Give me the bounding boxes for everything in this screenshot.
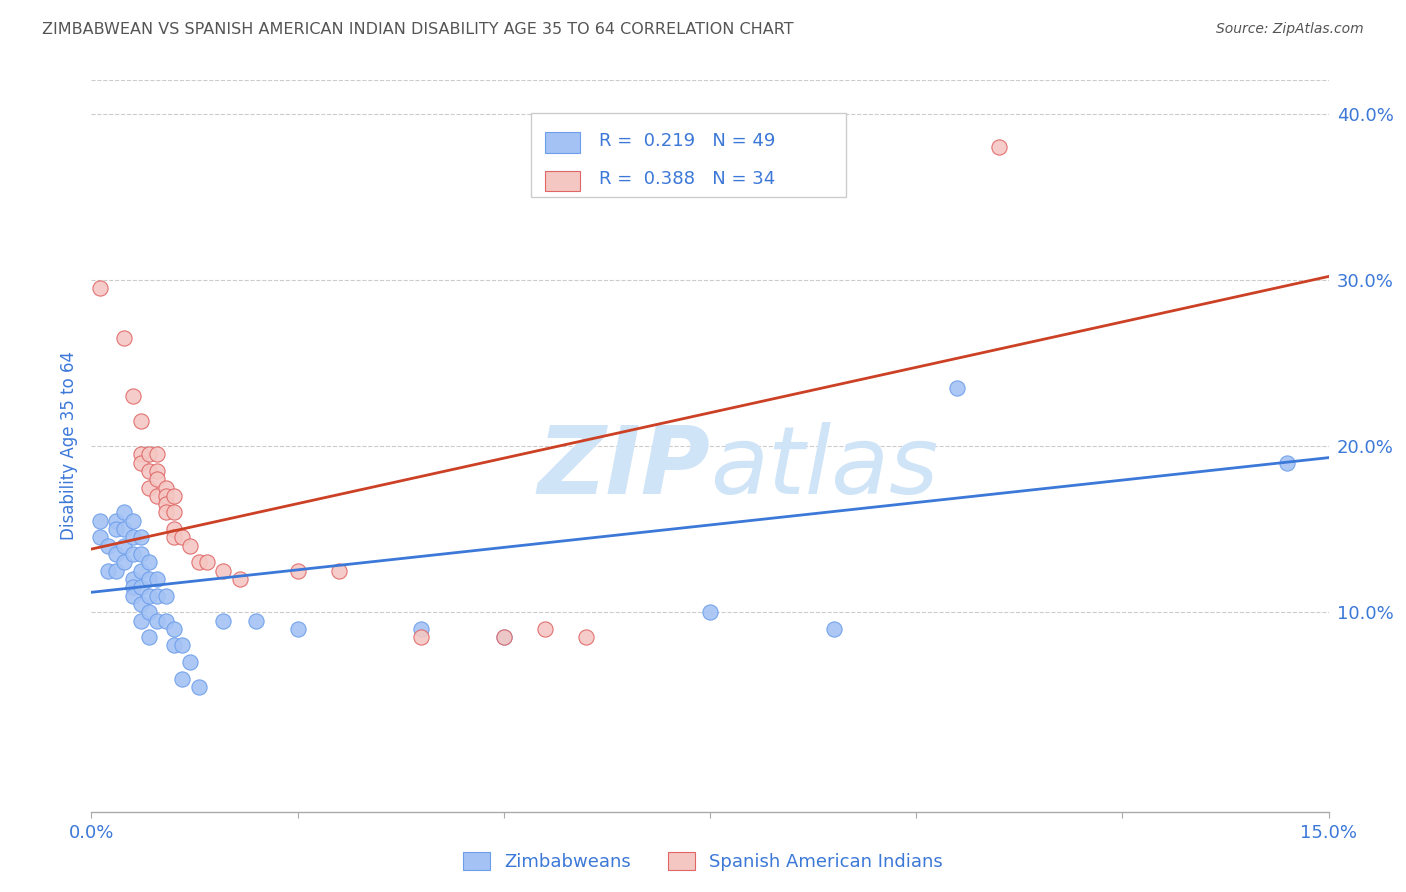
Point xyxy=(138,481,160,495)
Point xyxy=(411,622,433,636)
Point xyxy=(411,630,433,644)
Point xyxy=(112,539,135,553)
Point xyxy=(245,614,267,628)
Point xyxy=(155,506,177,520)
Point xyxy=(823,622,845,636)
Point xyxy=(129,456,152,470)
Point xyxy=(121,589,143,603)
Point xyxy=(105,514,128,528)
Point xyxy=(121,580,143,594)
Point xyxy=(112,331,135,345)
Point xyxy=(492,630,515,644)
Point xyxy=(112,506,135,520)
Point xyxy=(163,530,186,544)
Point xyxy=(163,639,186,653)
Point xyxy=(155,614,177,628)
Point xyxy=(97,539,120,553)
Point xyxy=(146,589,169,603)
Point xyxy=(212,564,235,578)
Point xyxy=(138,572,160,586)
Point xyxy=(212,614,235,628)
Point xyxy=(163,522,186,536)
Point xyxy=(138,605,160,619)
Point xyxy=(287,622,309,636)
Point xyxy=(112,522,135,536)
Point xyxy=(163,622,186,636)
Point xyxy=(121,389,143,403)
Point xyxy=(946,381,969,395)
Point xyxy=(287,564,309,578)
FancyBboxPatch shape xyxy=(530,113,846,197)
FancyBboxPatch shape xyxy=(546,171,581,192)
Point xyxy=(1277,456,1299,470)
Point xyxy=(138,464,160,478)
Point xyxy=(229,572,252,586)
Point xyxy=(179,539,201,553)
Point xyxy=(179,655,201,669)
Point xyxy=(155,589,177,603)
Point xyxy=(112,555,135,569)
Point xyxy=(172,530,194,544)
Point xyxy=(138,589,160,603)
Point xyxy=(138,630,160,644)
Point xyxy=(146,464,169,478)
Point xyxy=(138,555,160,569)
Point xyxy=(155,489,177,503)
Point xyxy=(146,614,169,628)
Point xyxy=(146,572,169,586)
Legend: Zimbabweans, Spanish American Indians: Zimbabweans, Spanish American Indians xyxy=(456,846,950,879)
Point xyxy=(328,564,350,578)
Point xyxy=(146,472,169,486)
Point xyxy=(575,630,598,644)
Point xyxy=(129,597,152,611)
Text: ZIMBABWEAN VS SPANISH AMERICAN INDIAN DISABILITY AGE 35 TO 64 CORRELATION CHART: ZIMBABWEAN VS SPANISH AMERICAN INDIAN DI… xyxy=(42,22,794,37)
Text: ZIP: ZIP xyxy=(537,422,710,514)
Point xyxy=(163,506,186,520)
Point xyxy=(129,614,152,628)
Point xyxy=(105,547,128,561)
Text: R =  0.219   N = 49: R = 0.219 N = 49 xyxy=(599,132,775,150)
Point xyxy=(987,140,1010,154)
Point xyxy=(195,555,218,569)
Text: R =  0.388   N = 34: R = 0.388 N = 34 xyxy=(599,170,775,188)
Point xyxy=(129,580,152,594)
Point xyxy=(492,630,515,644)
Point xyxy=(89,281,111,295)
Point xyxy=(187,555,209,569)
Text: Source: ZipAtlas.com: Source: ZipAtlas.com xyxy=(1216,22,1364,37)
Point xyxy=(121,514,143,528)
Point xyxy=(699,605,721,619)
Point xyxy=(172,639,194,653)
Point xyxy=(146,489,169,503)
Point xyxy=(129,414,152,428)
Point xyxy=(146,447,169,461)
Point xyxy=(129,547,152,561)
Point xyxy=(129,564,152,578)
Point xyxy=(534,622,557,636)
Point xyxy=(105,564,128,578)
Point xyxy=(121,530,143,544)
Point xyxy=(155,497,177,511)
Y-axis label: Disability Age 35 to 64: Disability Age 35 to 64 xyxy=(60,351,79,541)
FancyBboxPatch shape xyxy=(546,132,581,153)
Point xyxy=(105,522,128,536)
Point xyxy=(129,447,152,461)
Point xyxy=(89,514,111,528)
Point xyxy=(138,447,160,461)
Point xyxy=(163,489,186,503)
Point xyxy=(121,572,143,586)
Point xyxy=(97,564,120,578)
Point xyxy=(121,547,143,561)
Point xyxy=(129,530,152,544)
Point xyxy=(89,530,111,544)
Point xyxy=(155,481,177,495)
Text: atlas: atlas xyxy=(710,423,938,514)
Point xyxy=(187,680,209,694)
Point xyxy=(172,672,194,686)
